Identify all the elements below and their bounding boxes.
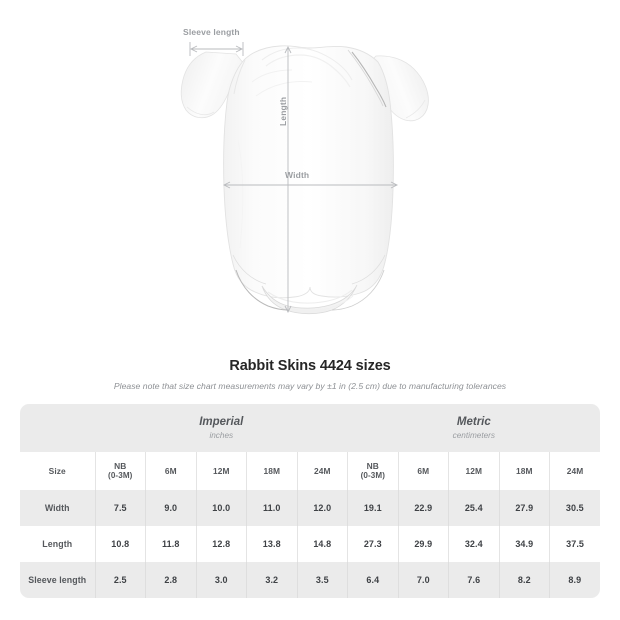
sleeve-measure-guide xyxy=(189,42,244,56)
measurement-cell: 25.4 xyxy=(448,490,500,526)
measurement-cell: 11.8 xyxy=(145,526,197,562)
table-row: Length 10.8 11.8 12.8 13.8 14.8 27.3 29.9 32.4 34… xyxy=(20,526,600,562)
shoulder-overlap-seam xyxy=(351,51,387,108)
measurement-cell: 8.2 xyxy=(499,562,551,598)
width-measure-guide xyxy=(222,181,399,189)
measurement-cell: 8.9 xyxy=(549,562,600,598)
measurement-cell: 7.5 xyxy=(95,490,146,526)
measurement-cell: 34.9 xyxy=(499,526,551,562)
measurement-cell: 7.0 xyxy=(398,562,450,598)
size-column-header-9: 24M xyxy=(549,452,600,490)
snap-placket xyxy=(267,289,353,304)
row-label-width: Width xyxy=(20,490,96,526)
bodysuit-svg xyxy=(180,42,429,315)
size-column-header-8: 18M xyxy=(499,452,551,490)
size-column-header-6: 6M xyxy=(398,452,450,490)
measurement-cell: 29.9 xyxy=(398,526,450,562)
size-header-row: Size NB (0-3M) 6M 12M 18M 24M NB (0-3M) 6M 12M 18M 2… xyxy=(20,452,600,490)
measurement-cell: 12.8 xyxy=(196,526,247,562)
table-row: Width 7.5 9.0 10.0 11.0 12.0 19.1 22.9 25.4 27.9 3… xyxy=(20,490,600,526)
neck-band xyxy=(265,54,351,88)
measurement-cell: 30.5 xyxy=(549,490,600,526)
fold-body-right xyxy=(374,139,379,251)
neckline xyxy=(261,47,353,81)
right-sleeve-cuff-fold xyxy=(405,99,426,119)
measurement-cell: 10.8 xyxy=(95,526,146,562)
fold-body-left xyxy=(237,139,244,249)
measurement-cell: 6.4 xyxy=(347,562,399,598)
measurement-cell: 22.9 xyxy=(398,490,450,526)
measurement-cell: 11.0 xyxy=(246,490,298,526)
unit-group-name: Metric xyxy=(456,415,491,428)
measurement-cell: 27.3 xyxy=(347,526,399,562)
size-column-header-3: 18M xyxy=(246,452,298,490)
left-leg-opening xyxy=(235,269,289,311)
measurement-cell: 32.4 xyxy=(448,526,500,562)
row-label-length: Length xyxy=(20,526,96,562)
unit-group-row: Imperial inches Metric centimeters xyxy=(20,404,600,452)
unit-group-metric: Metric centimeters xyxy=(347,404,600,452)
size-column-header-2: 12M xyxy=(196,452,247,490)
sleeve-length-label: Sleeve length xyxy=(183,27,240,37)
size-column-header-0: NB (0-3M) xyxy=(95,452,146,490)
measurement-cell: 27.9 xyxy=(499,490,551,526)
garment-illustration: Sleeve length Width Length xyxy=(180,27,429,315)
measurement-cell: 2.8 xyxy=(145,562,197,598)
measurement-cell: 7.6 xyxy=(448,562,500,598)
table-row: Sleeve length 2.5 2.8 3.0 3.2 3.5 6.4 7.0 7.6 8.2… xyxy=(20,562,600,598)
unit-group-name: Imperial xyxy=(199,415,244,428)
unit-spacer-cell xyxy=(20,404,95,452)
size-column-subheader: (0-3M) xyxy=(108,471,133,481)
measurement-cell: 10.0 xyxy=(196,490,247,526)
length-label: Length xyxy=(278,96,288,126)
size-column-header-5: NB (0-3M) xyxy=(347,452,399,490)
measurement-cell: 12.0 xyxy=(297,490,349,526)
right-leg-opening xyxy=(331,269,385,311)
length-measure-guide xyxy=(284,45,292,314)
measurement-cell: 13.8 xyxy=(246,526,298,562)
left-shoulder-seam xyxy=(233,59,246,95)
shoulder-overlap-edge xyxy=(347,49,384,107)
tolerance-note: Please note that size chart measurements… xyxy=(113,381,507,391)
measurement-cell: 2.5 xyxy=(95,562,146,598)
size-header-label: Size xyxy=(20,452,96,490)
measurement-cell: 9.0 xyxy=(145,490,197,526)
title-block: Rabbit Skins 4424 sizes Please note that… xyxy=(0,358,620,391)
measurement-cell: 37.5 xyxy=(549,526,600,562)
size-column-subheader: (0-3M) xyxy=(360,471,386,481)
size-column-header-4: 24M xyxy=(297,452,349,490)
row-label-sleeve-length: Sleeve length xyxy=(20,562,96,598)
left-side-seam xyxy=(232,254,267,285)
left-sleeve-cuff-fold xyxy=(186,106,215,116)
measurement-cell: 3.2 xyxy=(246,562,298,598)
right-side-seam xyxy=(351,254,386,285)
fold-chest-center xyxy=(255,81,313,97)
unit-group-imperial: Imperial inches xyxy=(95,404,348,452)
unit-group-subtitle: inches xyxy=(209,431,234,441)
measurement-cell: 14.8 xyxy=(297,526,349,562)
width-label: Width xyxy=(285,170,310,180)
measurement-cell: 19.1 xyxy=(347,490,399,526)
size-chart-table: Imperial inches Metric centimeters Size NB (0-… xyxy=(20,404,600,598)
bodysuit-body xyxy=(223,45,394,299)
size-column-header-7: 12M xyxy=(448,452,500,490)
size-column-header-1: 6M xyxy=(145,452,197,490)
size-chart-table-wrapper: Imperial inches Metric centimeters Size NB (0-… xyxy=(20,404,600,598)
page-title: Rabbit Skins 4424 sizes xyxy=(229,358,391,374)
measurement-cell: 3.0 xyxy=(196,562,247,598)
measurement-cell: 3.5 xyxy=(297,562,349,598)
unit-group-subtitle: centimeters xyxy=(452,431,495,441)
